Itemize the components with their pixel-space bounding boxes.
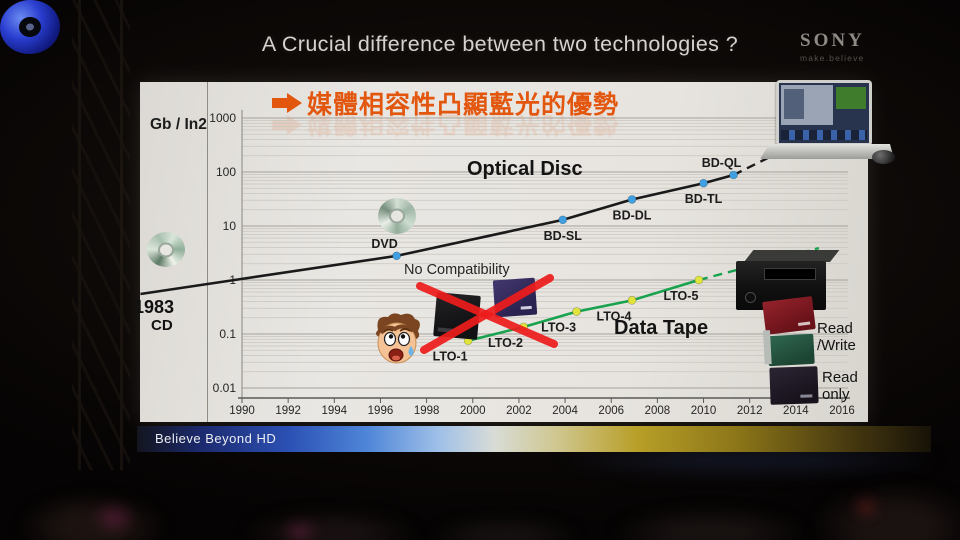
- stage-truss: [72, 0, 130, 470]
- optical-disc-title: Optical Disc: [467, 158, 583, 180]
- editing-app-sidebar: [784, 89, 804, 119]
- panel-divider: [207, 82, 208, 422]
- read-write-label: Read /Write: [817, 320, 856, 354]
- tape-cartridge-purple-crossed: [492, 277, 538, 318]
- dvd-image: [378, 198, 416, 234]
- cd-image: [147, 232, 185, 267]
- tape-cartridge-black-crossed: [433, 292, 481, 340]
- light-blob: [92, 502, 136, 534]
- footer-slogan: Believe Beyond HD: [155, 431, 277, 446]
- audience-silhouette: [810, 482, 960, 540]
- laptop-screen: [776, 80, 872, 146]
- lto-cartridge-red: [762, 296, 816, 335]
- sony-wordmark: SONY: [800, 30, 865, 51]
- audience-silhouette: [18, 492, 168, 540]
- mouse-image: [872, 150, 895, 164]
- chinese-header: 媒體相容性凸顯藍光的優勢: [272, 85, 619, 121]
- light-blob: [852, 496, 880, 518]
- lto-cartridge-black: [769, 366, 819, 405]
- audience-silhouette: [430, 516, 580, 540]
- bluray-disc-image: [0, 0, 63, 57]
- data-tape-title: Data Tape: [614, 317, 709, 339]
- y-axis-label: Gb / In2: [150, 116, 207, 133]
- video-preview: [836, 87, 866, 109]
- cd-label: CD: [151, 317, 173, 334]
- audience-silhouette: [610, 506, 810, 540]
- read-only-label: Read only: [822, 369, 858, 403]
- footer-bar: Believe Beyond HD: [137, 426, 931, 452]
- right-arrow-icon: [272, 93, 302, 113]
- sony-tagline: make.believe: [800, 53, 865, 63]
- cd-year-label: 1983: [134, 297, 175, 317]
- slide-title: A Crucial difference between two technol…: [261, 32, 739, 56]
- lto-cartridge-green: [767, 333, 815, 367]
- timeline-strip: [781, 130, 867, 140]
- sony-logo: SONY make.believe: [800, 30, 920, 63]
- laptop-display: [779, 83, 869, 143]
- light-blob: [282, 520, 318, 540]
- no-compatibility-label: No Compatibility: [404, 262, 510, 278]
- chinese-header-text: 媒體相容性凸顯藍光的優勢: [307, 91, 620, 119]
- audience-silhouette: [240, 508, 420, 540]
- laptop-image: [760, 80, 902, 178]
